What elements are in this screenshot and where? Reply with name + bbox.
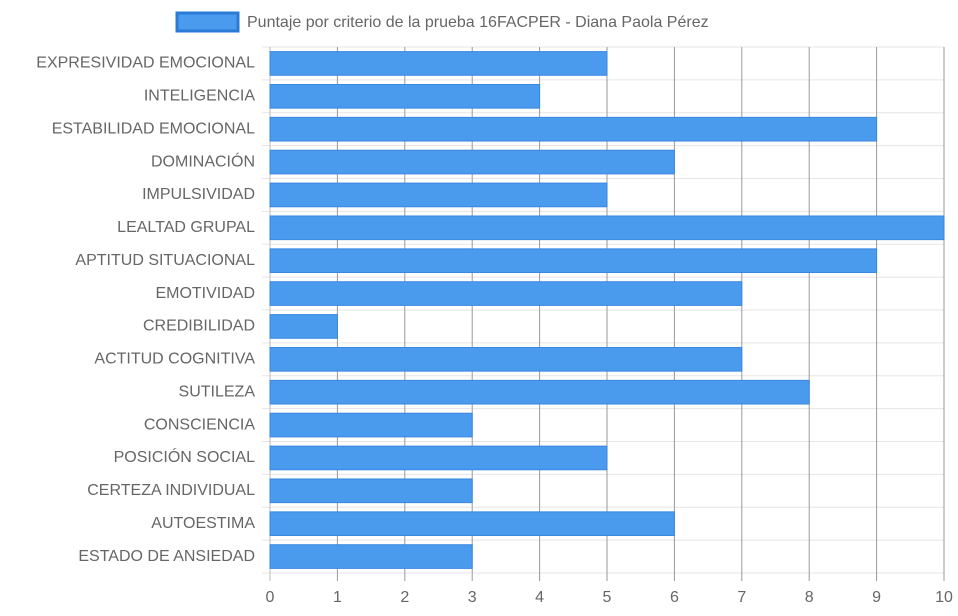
y-tick-label: EMOTIVIDAD [155, 285, 255, 302]
bar [269, 51, 608, 76]
bar [269, 281, 743, 306]
x-tick-label: 10 [935, 589, 953, 606]
y-tick-label: INTELIGENCIA [144, 88, 255, 105]
x-tick-label: 5 [603, 589, 612, 606]
y-tick-label: LEALTAD GRUPAL [117, 219, 255, 236]
y-tick-label: APTITUD SITUACIONAL [75, 252, 255, 269]
x-tick-label: 7 [737, 589, 746, 606]
x-tick-label: 8 [805, 589, 814, 606]
bar [269, 83, 541, 109]
y-tick-label: SUTILEZA [179, 383, 256, 400]
bar [269, 511, 675, 537]
bar [269, 248, 878, 274]
y-tick-label: POSICIÓN SOCIAL [114, 447, 255, 466]
bar [269, 149, 675, 175]
y-tick-label: ESTADO DE ANSIEDAD [78, 548, 255, 565]
x-tick-label: 1 [333, 589, 342, 606]
x-tick-label: 6 [670, 589, 679, 606]
y-tick-label: ESTABILIDAD EMOCIONAL [52, 120, 255, 137]
bar [269, 412, 473, 438]
x-tick-label: 3 [468, 589, 477, 606]
x-tick-label: 0 [266, 589, 275, 606]
y-tick-label: DOMINACIÓN [151, 151, 255, 170]
y-tick-label: IMPULSIVIDAD [142, 186, 255, 203]
bar [269, 215, 945, 241]
x-tick-label: 9 [872, 589, 881, 606]
y-tick-label: ACTITUD COGNITIVA [94, 351, 255, 368]
legend-label: Puntaje por criterio de la prueba 16FACP… [247, 14, 709, 31]
x-tick-label: 2 [400, 589, 409, 606]
bar [269, 182, 608, 208]
bar [269, 314, 338, 339]
y-tick-label: CERTEZA INDIVIDUAL [87, 482, 255, 499]
y-tick-label: CONSCIENCIA [144, 416, 255, 433]
y-tick-label: EXPRESIVIDAD EMOCIONAL [36, 55, 255, 72]
x-tick-label: 4 [535, 589, 544, 606]
y-tick-label: AUTOESTIMA [151, 515, 255, 532]
bar [269, 445, 608, 471]
bar [269, 379, 810, 405]
bar [269, 544, 473, 569]
bar [269, 116, 878, 142]
bar [269, 478, 473, 504]
bar [269, 346, 743, 372]
y-tick-label: CREDIBILIDAD [143, 318, 255, 335]
legend-swatch [175, 11, 240, 33]
